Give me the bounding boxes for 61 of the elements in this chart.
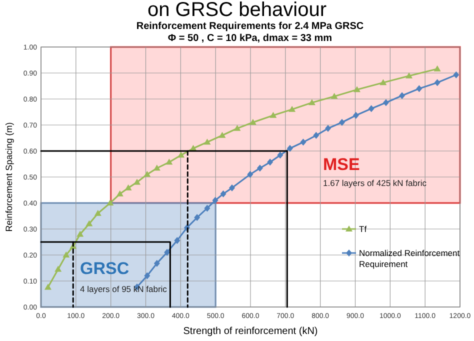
annotation: GRSC: [80, 259, 130, 278]
point: [144, 272, 150, 280]
annotation: 1.67 layers of 425 kN fabric: [323, 178, 428, 188]
point: [204, 138, 211, 145]
y-axis-title: Reinforcement Spacing (m): [4, 122, 14, 232]
point: [380, 79, 387, 86]
point: [220, 190, 226, 198]
point: [166, 158, 173, 165]
legend-label: Tf: [359, 224, 368, 234]
point: [154, 260, 160, 267]
point: [352, 112, 359, 119]
point: [153, 164, 160, 171]
point: [434, 79, 440, 86]
point: [194, 214, 200, 222]
point: [144, 170, 151, 177]
point: [300, 138, 306, 146]
point: [256, 164, 263, 172]
point: [267, 158, 274, 166]
point: [406, 72, 413, 78]
point: [434, 65, 441, 72]
point: [218, 132, 226, 138]
point: [330, 92, 338, 99]
annotation: MSE: [323, 155, 360, 174]
chart-title: on GRSC behaviour: [148, 0, 327, 21]
point: [86, 220, 93, 226]
point: [212, 196, 218, 204]
point: [382, 99, 389, 106]
point: [228, 184, 235, 192]
point: [234, 124, 241, 131]
point: [54, 266, 62, 272]
point: [76, 230, 84, 237]
point: [270, 112, 277, 118]
point: [116, 190, 124, 196]
point: [62, 252, 70, 258]
point: [178, 152, 185, 158]
point: [134, 178, 141, 185]
point: [325, 124, 332, 132]
annotation: 4 layers of 95 kN fabric: [80, 284, 168, 294]
point: [277, 152, 284, 159]
chart-subtitle: Reinforcement Requirements for 2.4 MPa GRSC Φ = 50 , C = 10 kPa, dmax = 33 mm: [136, 21, 364, 44]
point: [416, 85, 422, 92]
point: [288, 106, 296, 112]
x-axis-title: Strength of reinforcement (kN): [183, 326, 318, 337]
point: [106, 200, 114, 206]
point: [124, 184, 132, 190]
point: [249, 118, 256, 125]
point: [313, 132, 320, 139]
point: [338, 118, 345, 126]
point: [164, 248, 170, 256]
point: [286, 144, 293, 152]
point: [94, 210, 102, 216]
point: [353, 86, 360, 92]
point: [453, 71, 460, 78]
legend-label: Normalized Reinforcement Requirement: [359, 248, 460, 269]
point: [204, 204, 210, 212]
point: [44, 284, 52, 290]
point: [174, 236, 180, 244]
point: [308, 99, 316, 106]
point: [247, 170, 254, 178]
point: [368, 105, 374, 112]
point: [399, 92, 406, 100]
